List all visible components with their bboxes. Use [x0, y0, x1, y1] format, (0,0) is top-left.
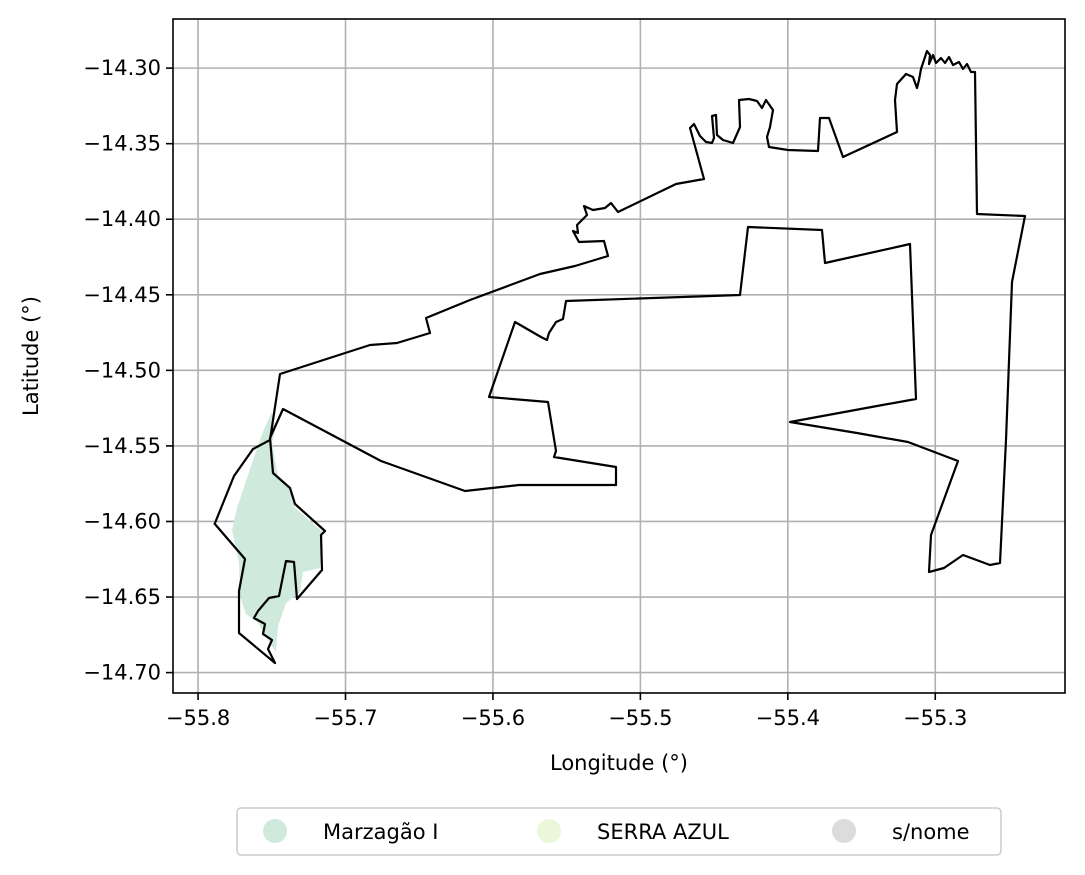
x-tick-label: −55.5: [608, 706, 672, 730]
x-axis-label: Longitude (°): [550, 751, 688, 775]
y-axis-label: Latitude (°): [19, 296, 43, 416]
y-tick-label: −14.50: [83, 358, 161, 382]
y-axis-ticks: −14.30 −14.35 −14.40 −14.45 −14.50 −14.55 −14.…: [83, 56, 173, 685]
x-tick-label: −55.6: [461, 706, 525, 730]
y-tick-label: −14.30: [83, 56, 161, 80]
legend-marker-s-nome: [832, 819, 856, 843]
grid: [173, 19, 1065, 693]
legend-marker-marzagao: [263, 819, 287, 843]
x-tick-label: −55.7: [313, 706, 377, 730]
y-tick-label: −14.35: [83, 132, 161, 156]
polygon-fills: [232, 412, 323, 652]
x-tick-label: −55.4: [756, 706, 820, 730]
y-tick-label: −14.45: [83, 283, 161, 307]
legend-box: [236, 807, 1002, 856]
legend-label-marzagao: Marzagão I: [323, 820, 438, 844]
polygon-boundary-outline: [213, 49, 1027, 665]
legend-label-s-nome: s/nome: [892, 820, 970, 844]
x-tick-label: −55.8: [166, 706, 230, 730]
x-axis-ticks: −55.8 −55.7 −55.6 −55.5 −55.4 −55.3: [166, 693, 967, 730]
y-tick-label: −14.40: [83, 207, 161, 231]
y-tick-label: −14.55: [83, 434, 161, 458]
legend-marker-serra-azul: [537, 819, 561, 843]
y-tick-label: −14.60: [83, 509, 161, 533]
legend-label-serra-azul: SERRA AZUL: [597, 820, 729, 844]
polygon-boundaries: [213, 49, 1027, 665]
y-tick-label: −14.65: [83, 585, 161, 609]
y-tick-label: −14.70: [83, 661, 161, 685]
x-tick-label: −55.3: [903, 706, 967, 730]
plot-frame: [172, 18, 1066, 694]
polygon-marzagao-fill: [232, 412, 323, 652]
legend: Marzagão I SERRA AZUL s/nome: [236, 807, 1002, 856]
